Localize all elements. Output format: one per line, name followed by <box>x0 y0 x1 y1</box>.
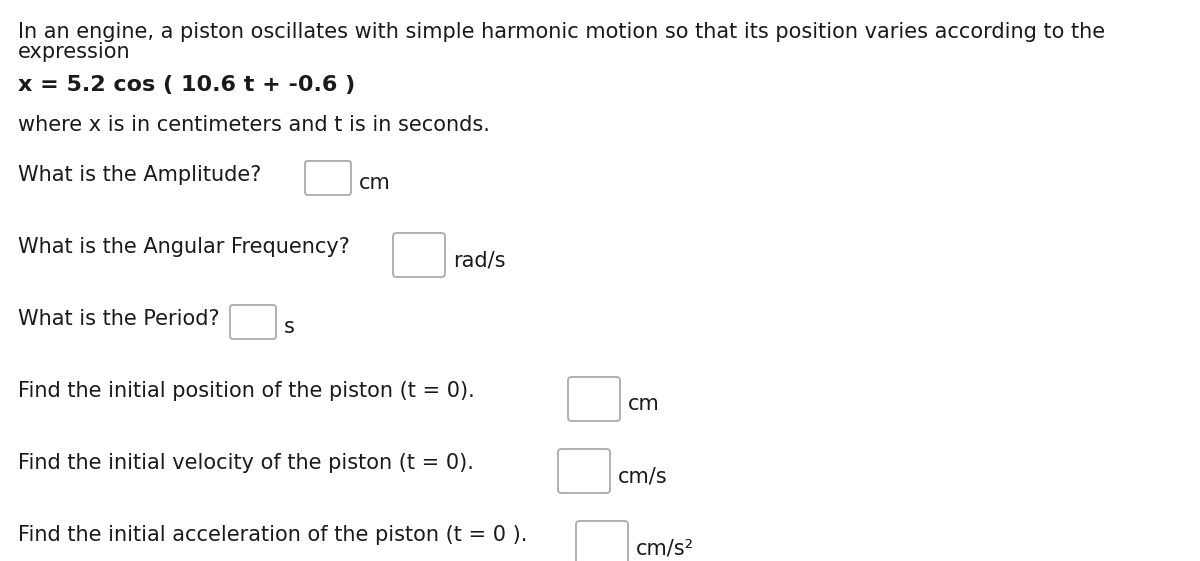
Text: expression: expression <box>18 42 131 62</box>
FancyBboxPatch shape <box>230 305 276 339</box>
Text: s: s <box>284 317 295 337</box>
FancyBboxPatch shape <box>568 377 620 421</box>
Text: What is the Period?: What is the Period? <box>18 309 220 329</box>
Text: cm: cm <box>628 394 660 414</box>
Text: What is the Angular Frequency?: What is the Angular Frequency? <box>18 237 350 257</box>
Text: Find the initial velocity of the piston (t = 0).: Find the initial velocity of the piston … <box>18 453 474 473</box>
Text: x = 5.2 cos ( 10.6 t + -0.6 ): x = 5.2 cos ( 10.6 t + -0.6 ) <box>18 75 355 95</box>
Text: In an engine, a piston oscillates with simple harmonic motion so that its positi: In an engine, a piston oscillates with s… <box>18 22 1105 42</box>
Text: What is the Amplitude?: What is the Amplitude? <box>18 165 262 185</box>
Text: Find the initial position of the piston (t = 0).: Find the initial position of the piston … <box>18 381 475 401</box>
FancyBboxPatch shape <box>305 161 352 195</box>
Text: cm: cm <box>359 173 391 193</box>
FancyBboxPatch shape <box>394 233 445 277</box>
FancyBboxPatch shape <box>576 521 628 561</box>
FancyBboxPatch shape <box>558 449 610 493</box>
Text: where x is in centimeters and t is in seconds.: where x is in centimeters and t is in se… <box>18 115 490 135</box>
Text: Find the initial acceleration of the piston (t = 0 ).: Find the initial acceleration of the pis… <box>18 525 527 545</box>
Text: rad/s: rad/s <box>454 250 505 270</box>
Text: cm/s: cm/s <box>618 466 667 486</box>
Text: cm/s²: cm/s² <box>636 538 694 558</box>
